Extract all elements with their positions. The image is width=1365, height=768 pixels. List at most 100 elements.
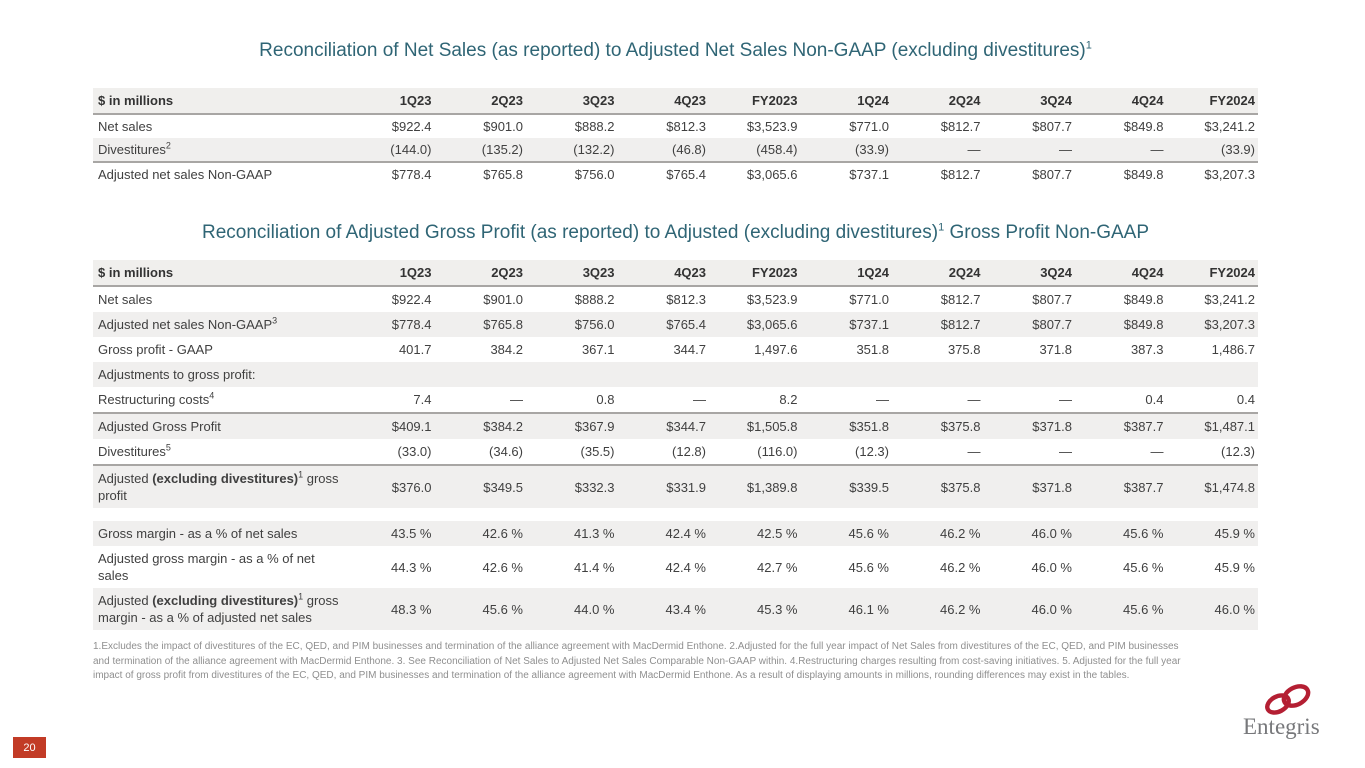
value-cell: 43.5 %	[391, 526, 432, 541]
row-label: Divestitures2	[98, 140, 171, 157]
column-header: 2Q23	[491, 93, 523, 108]
value-cell: $812.7	[940, 292, 981, 307]
row-label: Adjusted net sales Non-GAAP3	[98, 315, 278, 332]
table-row: Adjusted net sales Non-GAAP $778.4 $765.8 $…	[93, 161, 1258, 186]
value-cell: $387.7	[1123, 479, 1164, 495]
value-cell: $3,241.2	[1204, 292, 1255, 307]
value-cell: $807.7	[1032, 119, 1072, 134]
value-cell: $901.0	[483, 119, 523, 134]
row-label: Adjusted net sales Non-GAAP	[98, 167, 273, 182]
table2-title-footnote-ref: 1	[938, 221, 945, 234]
value-cell: $1,505.8	[746, 419, 798, 434]
column-header: 1Q23	[399, 265, 432, 280]
row-label: Net sales	[98, 292, 153, 307]
value-cell: (458.4)	[756, 142, 798, 157]
table-row: Adjusted net sales Non-GAAP3 $778.4 $765.8…	[93, 312, 1258, 337]
value-cell: 46.2 %	[940, 526, 981, 541]
column-header: 4Q23	[674, 93, 706, 108]
value-cell: $771.0	[849, 119, 889, 134]
table-row: Gross margin - as a % of net sales 43.5 %…	[93, 521, 1258, 546]
value-cell: $849.8	[1123, 119, 1164, 134]
table-row: Net sales $922.4 $901.0 $888.2 $812.3 $3,523.…	[93, 287, 1258, 312]
entegris-logo: Entegris	[1243, 684, 1343, 738]
value-cell: $765.8	[483, 167, 523, 182]
value-cell: 371.8	[1039, 342, 1072, 357]
value-cell: 42.7 %	[757, 559, 798, 575]
value-cell: 45.6 %	[1123, 601, 1164, 617]
table1-title: Reconciliation of Net Sales (as reported…	[93, 38, 1258, 64]
value-cell: $756.0	[574, 167, 615, 182]
value-cell: $332.3	[574, 479, 615, 495]
value-cell: $375.8	[940, 479, 981, 495]
value-cell: (144.0)	[390, 142, 432, 157]
value-cell: 45.6 %	[848, 526, 889, 541]
footnote-ref: 2	[165, 140, 171, 151]
row-label: Divestitures5	[98, 442, 171, 459]
value-cell: $778.4	[391, 167, 432, 182]
value-cell: $765.4	[666, 317, 706, 332]
value-cell: 42.5 %	[757, 526, 798, 541]
value-cell: $375.8	[940, 419, 981, 434]
column-header: FY2023	[751, 265, 798, 280]
column-header: 3Q24	[1040, 93, 1072, 108]
value-cell: 46.1 %	[848, 601, 889, 617]
table-row: Adjusted Gross Profit $409.1 $384.2 $367.9 $…	[93, 412, 1258, 439]
net-sales-reconciliation-table: $ in millions 1Q23 2Q23 3Q23 4Q23 FY2023 1Q24 2…	[93, 88, 1258, 186]
footnote-ref: 1	[298, 469, 304, 480]
value-cell: $765.4	[666, 167, 706, 182]
value-cell: 46.0 %	[1031, 601, 1072, 617]
value-cell: 0.4	[1236, 392, 1255, 407]
value-cell: 367.1	[581, 342, 615, 357]
table2-title-text: Reconciliation of Adjusted Gross Profit …	[201, 222, 939, 243]
value-cell: (46.8)	[672, 142, 706, 157]
page-number-badge: 20	[13, 737, 46, 758]
value-cell: —	[1059, 444, 1072, 459]
row-label: Gross profit - GAAP	[98, 342, 213, 357]
table-row: Adjusted (excluding divestitures)1 gross…	[93, 588, 1258, 630]
value-cell: $3,241.2	[1204, 119, 1255, 134]
column-header: 2Q24	[948, 265, 981, 280]
value-cell: 41.3 %	[574, 526, 615, 541]
slide-content: Reconciliation of Net Sales (as reported…	[93, 0, 1258, 684]
table2-title: Reconciliation of Adjusted Gross Profit …	[93, 220, 1258, 246]
value-cell: $807.7	[1032, 292, 1072, 307]
column-header: 2Q23	[491, 265, 523, 280]
value-cell: $737.1	[849, 167, 889, 182]
value-cell: (135.2)	[481, 142, 523, 157]
value-cell: (35.5)	[580, 444, 615, 459]
value-cell: 8.2	[779, 392, 798, 407]
value-cell: $3,523.9	[746, 292, 798, 307]
table-header-row: $ in millions 1Q23 2Q23 3Q23 4Q23 FY2023 1Q24 2…	[93, 88, 1258, 115]
value-cell: $351.8	[849, 419, 889, 434]
value-cell: —	[967, 142, 981, 157]
row-label: Adjusted Gross Profit	[98, 419, 221, 434]
value-cell: 48.3 %	[391, 601, 432, 617]
value-cell: $778.4	[391, 317, 432, 332]
value-cell: $849.8	[1123, 317, 1164, 332]
value-cell: 0.8	[596, 392, 615, 407]
row-label: Restructuring costs4	[98, 390, 215, 407]
value-cell: 45.6 %	[482, 601, 523, 617]
column-header: 3Q24	[1040, 265, 1072, 280]
value-cell: (33.9)	[1221, 142, 1255, 157]
value-cell: $3,207.3	[1204, 167, 1255, 182]
value-cell: 45.3 %	[757, 601, 798, 617]
value-cell: 46.0 %	[1214, 601, 1255, 617]
row-label: Adjustments to gross profit:	[98, 367, 256, 382]
value-cell: —	[1150, 444, 1164, 459]
value-cell: 0.4	[1145, 392, 1164, 407]
value-cell: $384.2	[483, 419, 523, 434]
value-cell: $331.9	[666, 479, 706, 495]
column-header: 4Q23	[674, 265, 706, 280]
value-cell: —	[876, 392, 889, 407]
column-header: FY2023	[751, 93, 798, 108]
value-cell: $371.8	[1032, 419, 1072, 434]
value-cell: $771.0	[849, 292, 889, 307]
value-cell: $765.8	[483, 317, 523, 332]
row-label: Gross margin - as a % of net sales	[98, 526, 298, 541]
entegris-wordmark: Entegris	[1243, 714, 1320, 739]
value-cell: $349.5	[483, 479, 523, 495]
column-header: 1Q23	[399, 93, 432, 108]
row-spacer	[93, 508, 1258, 521]
value-cell: $3,207.3	[1204, 317, 1255, 332]
